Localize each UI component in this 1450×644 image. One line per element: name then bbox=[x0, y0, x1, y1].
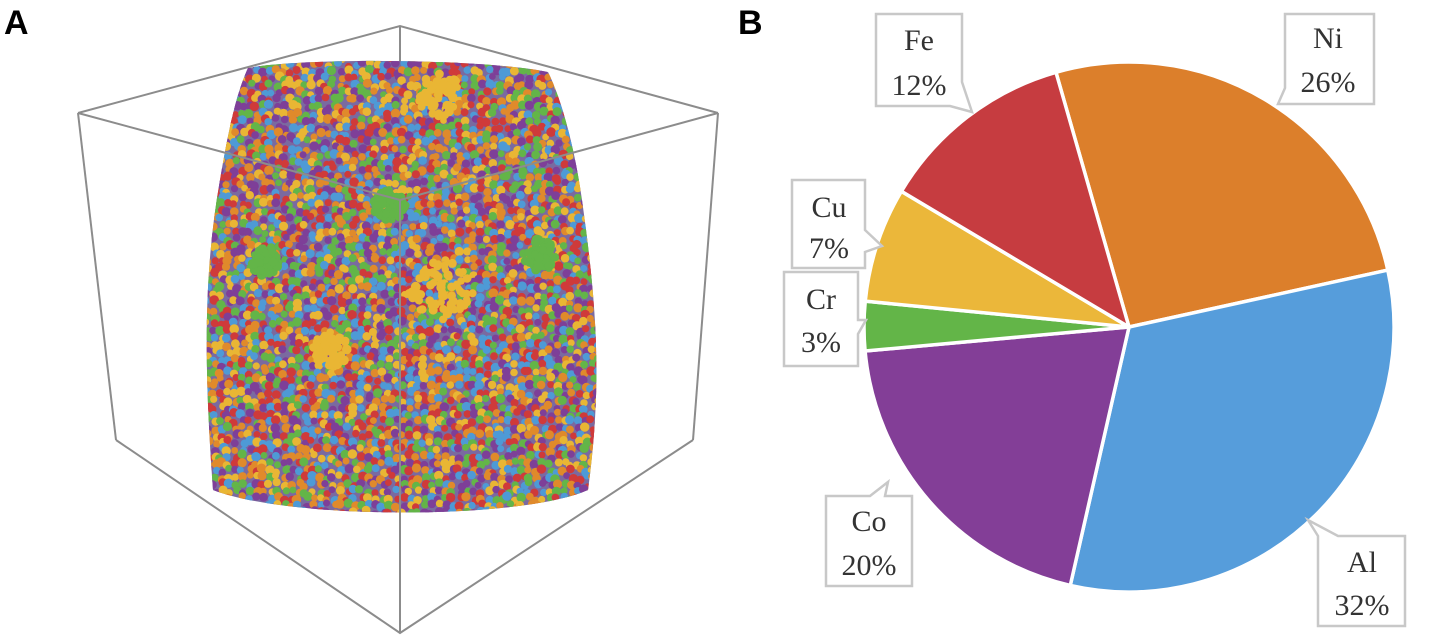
pie-slice-al bbox=[1068, 268, 1396, 594]
callout-cr: Cr 3% bbox=[782, 270, 869, 368]
cube-left-vertical bbox=[77, 112, 117, 441]
simulation-cube-panel bbox=[77, 24, 719, 635]
composition-pie-chart: Fe 12% Ni 26% Cu 7% Cr 3% Co 20% bbox=[782, 12, 1407, 628]
cube-bottom-edges bbox=[115, 439, 694, 635]
callout-ni-label: Ni bbox=[1313, 22, 1343, 55]
callout-cu-label: Cu bbox=[811, 191, 846, 224]
callout-fe: Fe 12% bbox=[874, 12, 974, 114]
callout-al-box bbox=[1304, 516, 1407, 628]
callout-co-box bbox=[824, 478, 914, 588]
callout-fe-label: Fe bbox=[904, 24, 934, 57]
panel-b-label: B bbox=[738, 4, 763, 42]
callout-cu: Cu 7% bbox=[790, 178, 885, 270]
pie-slice-fe bbox=[899, 70, 1131, 329]
panel-a-label: A bbox=[4, 4, 29, 42]
callout-co-value: 20% bbox=[842, 549, 897, 582]
callout-ni: Ni 26% bbox=[1276, 12, 1376, 106]
pie-slice-ni bbox=[1054, 60, 1390, 329]
callout-al-label: Al bbox=[1347, 546, 1377, 579]
callout-fe-box bbox=[874, 12, 974, 114]
callout-fe-value: 12% bbox=[892, 69, 947, 102]
callout-ni-value: 26% bbox=[1301, 66, 1356, 99]
callout-cr-label: Cr bbox=[806, 283, 836, 316]
callout-cr-value: 3% bbox=[801, 326, 841, 359]
callout-al-value: 32% bbox=[1335, 589, 1390, 622]
callout-ni-box bbox=[1276, 12, 1376, 106]
callout-co-label: Co bbox=[851, 505, 886, 538]
callout-cu-box bbox=[790, 178, 885, 270]
callout-co: Co 20% bbox=[824, 478, 914, 588]
callout-cr-box bbox=[782, 270, 869, 368]
pie-slice-co bbox=[863, 325, 1131, 588]
callout-al: Al 32% bbox=[1304, 516, 1407, 628]
pie-slices bbox=[862, 60, 1396, 594]
cube-right-vertical bbox=[692, 112, 719, 441]
callout-cu-value: 7% bbox=[809, 232, 849, 265]
